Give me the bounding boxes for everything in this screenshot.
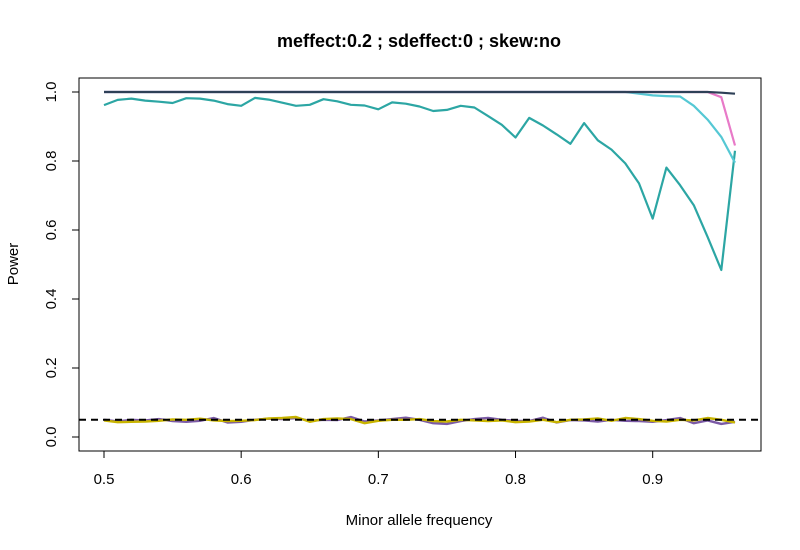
y-tick-label: 0.8 xyxy=(43,151,60,172)
series-line-3 xyxy=(104,90,737,146)
series-line-4 xyxy=(104,90,736,95)
x-tick-label: 0.6 xyxy=(231,471,252,488)
chart-title: meffect:0.2 ; sdeffect:0 ; skew:no xyxy=(277,31,561,51)
y-tick-label: 0.0 xyxy=(43,427,60,448)
series-line-1 xyxy=(103,96,737,272)
y-axis-label: Power xyxy=(5,243,22,286)
x-tick-label: 0.8 xyxy=(505,471,526,488)
plot-area xyxy=(79,90,761,426)
x-tick-label: 0.9 xyxy=(642,471,663,488)
y-tick-label: 0.6 xyxy=(43,220,60,241)
y-tick-label: 1.0 xyxy=(43,82,60,103)
plot-frame xyxy=(78,77,762,452)
y-tick-label: 0.2 xyxy=(43,358,60,379)
y-tick-label: 0.4 xyxy=(43,289,60,310)
x-axis: 0.5 0.6 0.7 0.8 0.9 xyxy=(94,450,663,488)
series-line-2 xyxy=(104,90,736,164)
y-axis: 0.0 0.2 0.4 0.6 0.8 1.0 xyxy=(43,82,80,448)
x-tick-label: 0.5 xyxy=(94,471,115,488)
x-tick-label: 0.7 xyxy=(368,471,389,488)
x-axis-label: Minor allele frequency xyxy=(346,512,493,529)
